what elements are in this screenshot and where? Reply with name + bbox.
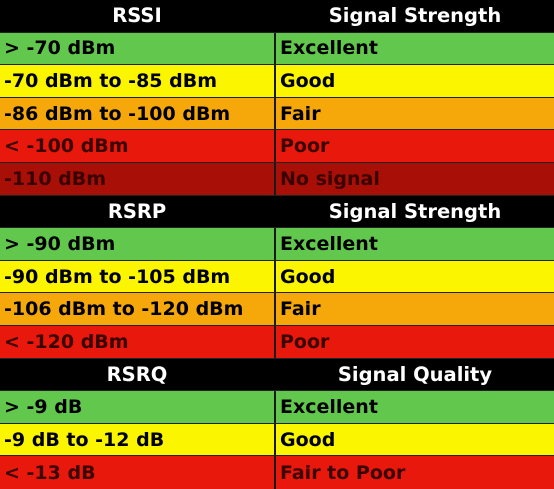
rsrq-row-good: -9 dB to -12 dB Good <box>0 423 554 457</box>
rsrq-table: RSRQ Signal Quality > -9 dB Excellent -9… <box>0 358 554 489</box>
rsrp-header-label: Signal Strength <box>328 199 502 223</box>
rsrq-header-metric: RSRQ <box>0 358 276 391</box>
rsrp-table: RSRP Signal Strength > -90 dBm Excellent… <box>0 195 554 359</box>
rssi-range: > -70 dBm <box>0 32 276 65</box>
rsrp-range: -106 dBm to -120 dBm <box>0 293 276 325</box>
rssi-row-poor: < -100 dBm Poor <box>0 130 554 163</box>
rssi-row-no-signal: -110 dBm No signal <box>0 162 554 196</box>
rssi-table: RSSI Signal Strength > -70 dBm Excellent… <box>0 0 554 196</box>
rsrp-range: > -90 dBm <box>0 228 276 260</box>
rsrq-rating: Excellent <box>280 395 378 418</box>
rssi-header-row: RSSI Signal Strength <box>0 0 554 33</box>
rsrq-rating: Good <box>280 428 336 451</box>
rsrq-row-fair-to-poor: < -13 dB Fair to Poor <box>0 456 554 489</box>
rsrp-rating: Good <box>280 265 336 288</box>
rssi-rating: Excellent <box>280 37 378 60</box>
rsrq-range: -9 dB to -12 dB <box>0 423 276 456</box>
rsrp-range: -90 dBm to -105 dBm <box>0 260 276 293</box>
rssi-row-excellent: > -70 dBm Excellent <box>0 32 554 66</box>
rssi-row-good: -70 dBm to -85 dBm Good <box>0 65 554 98</box>
rssi-rating: Fair <box>280 102 321 125</box>
rsrp-rating: Poor <box>280 330 330 353</box>
rsrq-row-excellent: > -9 dB Excellent <box>0 391 554 424</box>
rssi-header-label: Signal Strength <box>328 4 502 28</box>
rssi-rating: No signal <box>280 167 380 190</box>
rsrq-header-label: Signal Quality <box>337 362 493 386</box>
rssi-range: -110 dBm <box>0 162 276 195</box>
rsrp-rating: Excellent <box>280 232 378 255</box>
rsrq-header-row: RSRQ Signal Quality <box>0 358 554 392</box>
rsrp-rating: Fair <box>280 298 321 321</box>
rssi-range: < -100 dBm <box>0 130 276 162</box>
rsrq-range: < -13 dB <box>0 456 276 489</box>
rssi-range: -86 dBm to -100 dBm <box>0 97 276 130</box>
rsrp-header-row: RSRP Signal Strength <box>0 195 554 229</box>
rsrp-range: < -120 dBm <box>0 325 276 358</box>
rssi-rating: Poor <box>280 135 330 158</box>
rsrp-header-metric: RSRP <box>0 195 276 228</box>
rsrp-row-poor: < -120 dBm Poor <box>0 325 554 359</box>
rssi-header-metric: RSSI <box>0 0 276 32</box>
rssi-rating: Good <box>280 69 336 92</box>
rsrq-range: > -9 dB <box>0 391 276 423</box>
rsrp-row-excellent: > -90 dBm Excellent <box>0 228 554 261</box>
rssi-row-fair: -86 dBm to -100 dBm Fair <box>0 97 554 131</box>
rssi-range: -70 dBm to -85 dBm <box>0 65 276 97</box>
rsrp-row-fair: -106 dBm to -120 dBm Fair <box>0 293 554 326</box>
rsrq-rating: Fair to Poor <box>280 461 406 484</box>
rsrp-row-good: -90 dBm to -105 dBm Good <box>0 260 554 294</box>
